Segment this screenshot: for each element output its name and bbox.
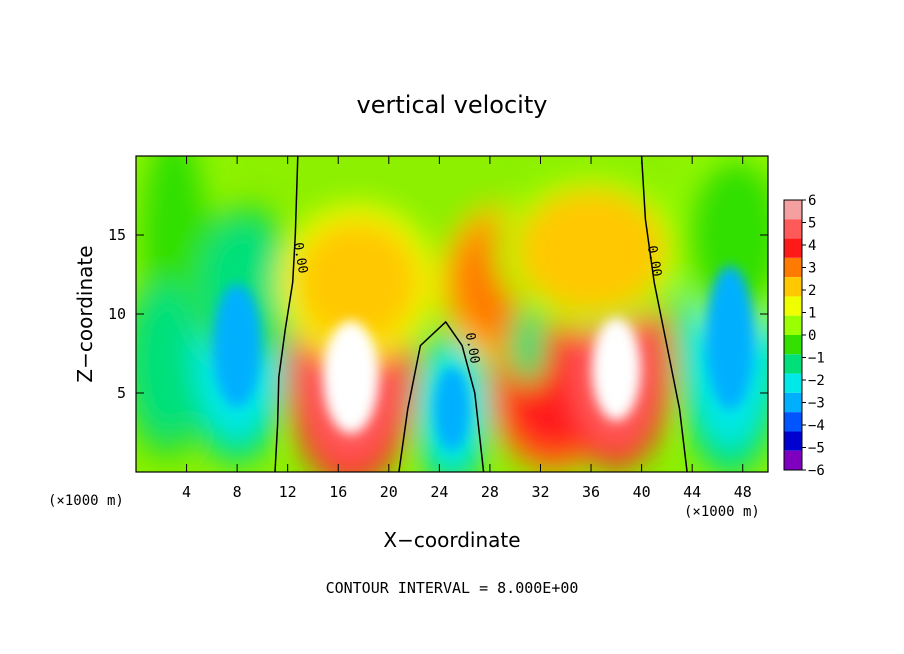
x-tick-label: 12 (279, 483, 297, 501)
colorbar-tick-label: 2 (808, 283, 816, 299)
colorbar-swatch (784, 354, 802, 374)
colorbar-swatch (784, 257, 802, 278)
field-core (212, 283, 262, 408)
field-core (323, 320, 379, 434)
colorbar-tick-label: 4 (808, 238, 816, 254)
contour-label: 0.00 (462, 331, 482, 364)
y-axis-label: Z−coordinate (73, 245, 97, 382)
colorbar-swatch (784, 296, 802, 316)
field-cell (294, 219, 421, 346)
chart-title: vertical velocity (357, 91, 548, 119)
field-core (434, 367, 470, 450)
field-core (705, 265, 755, 410)
field-cell (512, 314, 544, 378)
x-unit-label-left: (×1000 m) (48, 493, 124, 509)
zero-contour-line (274, 156, 299, 472)
contour-label: 0.00 (644, 245, 664, 278)
field-cell (685, 156, 768, 314)
colorbar-tick-label: −4 (808, 418, 825, 434)
colorbar-tick-label: −5 (808, 441, 825, 457)
colorbar-swatch (784, 373, 802, 393)
x-axis-label: X−coordinate (383, 528, 520, 552)
y-tick-label: 15 (108, 226, 126, 244)
colorbar-swatch (784, 450, 802, 470)
x-tick-label: 4 (182, 483, 191, 501)
x-tick-label: 48 (734, 483, 752, 501)
x-tick-label: 32 (531, 483, 549, 501)
x-unit-label-right: (×1000 m) (684, 504, 760, 520)
field-core (591, 317, 641, 421)
colorbar-tick-label: 1 (808, 306, 816, 322)
field-cell (515, 187, 667, 314)
colorbar-tick-label: 5 (808, 216, 816, 232)
colorbar-swatch (784, 315, 802, 335)
x-tick-label: 20 (380, 483, 398, 501)
velocity-cores (212, 265, 755, 450)
velocity-field (136, 156, 768, 472)
colorbar-swatch (784, 219, 802, 239)
colorbar-swatch (784, 412, 802, 432)
colorbar: 6 5 4 3 2 1 0 −1 −2 −3 −4 −5 −6 (783, 193, 825, 479)
colorbar-tick-label: 0 (808, 328, 816, 344)
colorbar-swatch (784, 431, 802, 451)
colorbar-swatch (784, 200, 802, 220)
y-axis: 5 10 15 (108, 226, 768, 402)
x-tick-label: 24 (430, 483, 448, 501)
contour-interval-footer: CONTOUR INTERVAL = 8.000E+00 (326, 579, 579, 597)
y-tick-label: 10 (108, 305, 126, 323)
colorbar-swatch (784, 277, 802, 297)
contour-label: 0.00 (290, 241, 310, 274)
contour-labels: 0.00 0.00 0.00 (290, 241, 664, 365)
colorbar-tick-label: −3 (808, 396, 825, 412)
plot-area (136, 156, 768, 472)
colorbar-swatch (784, 238, 802, 258)
colorbar-tick-label: −1 (808, 351, 825, 367)
colorbar-tick-label: 6 (808, 193, 816, 209)
colorbar-tick-label: −6 (808, 463, 825, 479)
x-tick-label: 40 (633, 483, 651, 501)
colorbar-tick-label: −2 (808, 373, 825, 389)
x-tick-label: 28 (481, 483, 499, 501)
colorbar-swatch (784, 335, 802, 355)
x-tick-label: 36 (582, 483, 600, 501)
y-tick-label: 5 (117, 384, 126, 402)
colorbar-swatch (784, 392, 802, 413)
colorbar-tick-label: 3 (808, 261, 816, 277)
x-tick-label: 16 (329, 483, 347, 501)
x-tick-label: 44 (683, 483, 701, 501)
zero-contours (274, 156, 688, 472)
x-tick-label: 8 (233, 483, 242, 501)
zero-contour-line (398, 320, 485, 472)
x-axis: 4 8 12 16 20 24 28 32 36 40 44 48 (182, 156, 752, 501)
zero-contour-line (640, 156, 688, 472)
